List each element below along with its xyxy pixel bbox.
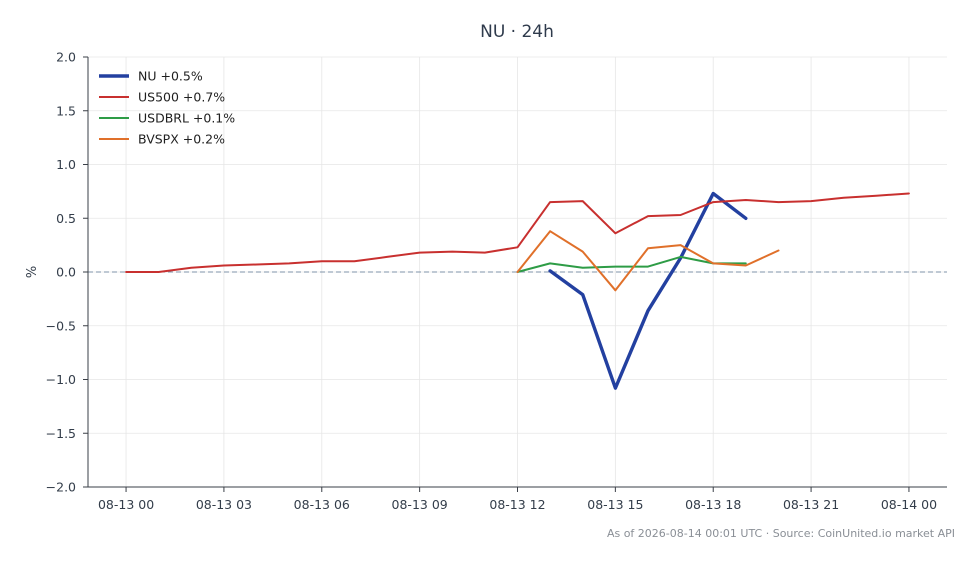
x-tick-label: 08-13 00: [98, 497, 154, 512]
y-tick-label: 1.5: [56, 103, 76, 118]
series-line-usdbrl: [516, 255, 747, 273]
y-tick-label: 0.0: [56, 265, 76, 280]
series-line-nu: [548, 191, 748, 390]
y-tick-label: 0.5: [56, 211, 76, 226]
series-line-bvspx: [516, 230, 780, 292]
y-tick-label: −0.5: [46, 318, 76, 333]
legend-label: US500 +0.7%: [138, 90, 225, 105]
legend: NU +0.5% US500 +0.7% USDBRL +0.1% BVSPX +0.…: [99, 69, 235, 147]
y-axis-label: %: [25, 266, 40, 278]
x-tick-label: 08-13 18: [685, 497, 741, 512]
series-line-us500: [125, 192, 910, 273]
y-tick-label: −1.5: [46, 426, 76, 441]
x-tick-label: 08-13 03: [196, 497, 252, 512]
legend-label: NU +0.5%: [138, 69, 203, 84]
x-axis-ticks: 08-13 00 08-13 03 08-13 06 08-13 09 08-13 12…: [98, 487, 937, 512]
y-tick-label: −2.0: [46, 480, 76, 495]
x-tick-label: 08-13 09: [392, 497, 448, 512]
x-tick-label: 08-13 21: [783, 497, 839, 512]
legend-label: USDBRL +0.1%: [138, 111, 235, 126]
y-tick-label: −1.0: [46, 372, 76, 387]
x-tick-label: 08-13 15: [587, 497, 643, 512]
legend-label: BVSPX +0.2%: [138, 132, 225, 147]
y-tick-label: 2.0: [56, 50, 76, 65]
series-layer: [125, 191, 910, 390]
x-tick-label: 08-13 06: [294, 497, 350, 512]
y-axis-ticks: −2.0 −1.5 −1.0 −0.5 0.0 0.5 1.0 1.5 2.0: [46, 50, 88, 495]
y-tick-label: 1.0: [56, 157, 76, 172]
chart-title: NU · 24h: [480, 22, 554, 42]
x-tick-label: 08-13 12: [489, 497, 545, 512]
x-tick-label: 08-14 00: [881, 497, 937, 512]
footer-note: As of 2026-08-14 00:01 UTC · Source: Coi…: [607, 527, 955, 540]
